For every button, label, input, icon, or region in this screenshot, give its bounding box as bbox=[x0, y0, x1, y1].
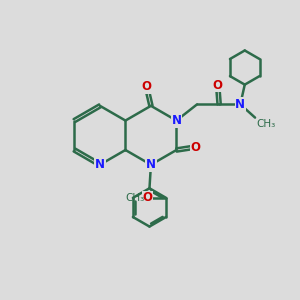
Text: O: O bbox=[142, 80, 152, 93]
Text: N: N bbox=[171, 114, 182, 127]
Text: N: N bbox=[146, 158, 156, 171]
Text: O: O bbox=[143, 191, 153, 204]
Text: O: O bbox=[190, 141, 201, 154]
Text: CH₃: CH₃ bbox=[256, 119, 276, 129]
Text: N: N bbox=[235, 98, 245, 111]
Text: O: O bbox=[213, 79, 223, 92]
Text: CH₃: CH₃ bbox=[126, 193, 145, 203]
Text: N: N bbox=[95, 158, 105, 171]
